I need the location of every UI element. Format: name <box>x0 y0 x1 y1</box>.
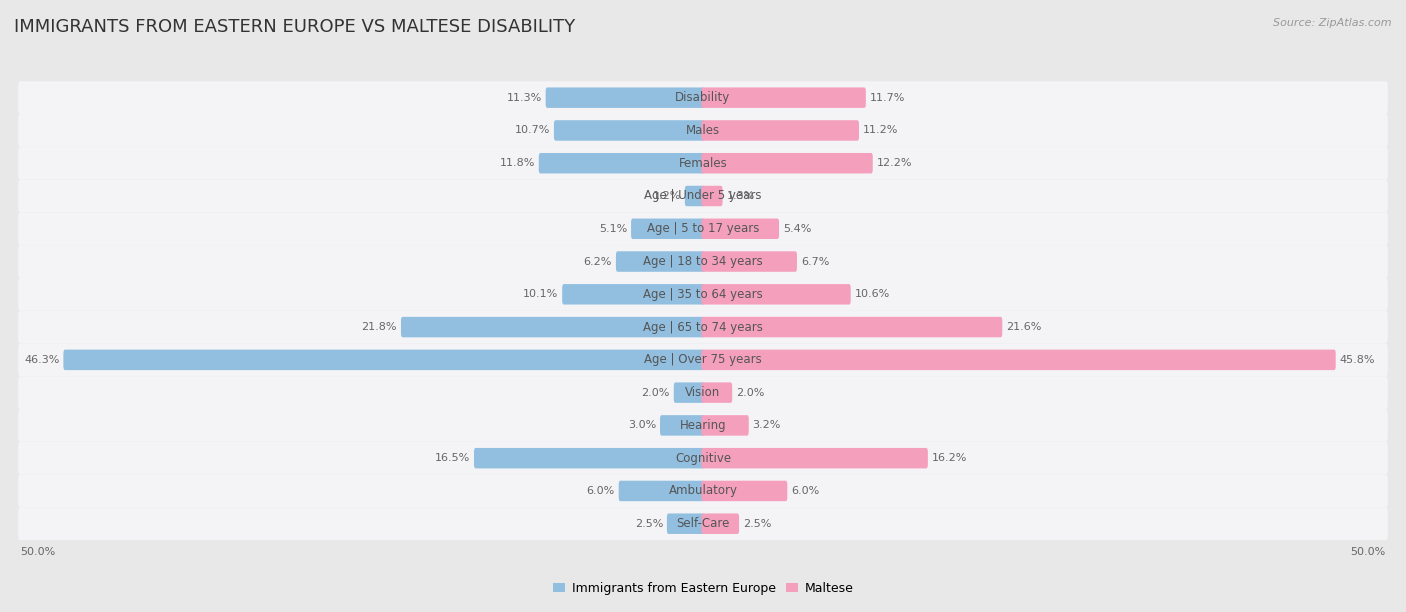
Text: 3.2%: 3.2% <box>752 420 780 430</box>
FancyBboxPatch shape <box>401 317 704 337</box>
Legend: Immigrants from Eastern Europe, Maltese: Immigrants from Eastern Europe, Maltese <box>548 577 858 600</box>
Text: 10.7%: 10.7% <box>515 125 550 135</box>
Text: Age | Over 75 years: Age | Over 75 years <box>644 353 762 367</box>
FancyBboxPatch shape <box>616 252 704 272</box>
FancyBboxPatch shape <box>702 317 1002 337</box>
Text: 50.0%: 50.0% <box>1351 547 1386 556</box>
Text: 10.1%: 10.1% <box>523 289 558 299</box>
FancyBboxPatch shape <box>685 186 704 206</box>
FancyBboxPatch shape <box>546 88 704 108</box>
FancyBboxPatch shape <box>18 343 1388 376</box>
FancyBboxPatch shape <box>474 448 704 468</box>
Text: 16.5%: 16.5% <box>434 453 470 463</box>
Text: 11.7%: 11.7% <box>870 92 905 103</box>
Text: 10.6%: 10.6% <box>855 289 890 299</box>
FancyBboxPatch shape <box>18 278 1388 311</box>
FancyBboxPatch shape <box>702 186 723 206</box>
Text: Cognitive: Cognitive <box>675 452 731 465</box>
FancyBboxPatch shape <box>18 376 1388 409</box>
FancyBboxPatch shape <box>18 245 1388 278</box>
FancyBboxPatch shape <box>631 218 704 239</box>
Text: 1.2%: 1.2% <box>652 191 681 201</box>
FancyBboxPatch shape <box>702 349 1336 370</box>
FancyBboxPatch shape <box>659 415 704 436</box>
Text: Age | 18 to 34 years: Age | 18 to 34 years <box>643 255 763 268</box>
Text: Disability: Disability <box>675 91 731 104</box>
Text: Males: Males <box>686 124 720 137</box>
Text: 2.5%: 2.5% <box>742 519 772 529</box>
FancyBboxPatch shape <box>702 480 787 501</box>
Text: 11.8%: 11.8% <box>499 159 534 168</box>
FancyBboxPatch shape <box>619 480 704 501</box>
FancyBboxPatch shape <box>18 179 1388 212</box>
Text: Females: Females <box>679 157 727 170</box>
FancyBboxPatch shape <box>673 382 704 403</box>
FancyBboxPatch shape <box>18 474 1388 507</box>
Text: 2.0%: 2.0% <box>737 387 765 398</box>
FancyBboxPatch shape <box>538 153 704 173</box>
FancyBboxPatch shape <box>554 120 704 141</box>
Text: 2.5%: 2.5% <box>634 519 664 529</box>
Text: 46.3%: 46.3% <box>24 355 59 365</box>
Text: Age | 65 to 74 years: Age | 65 to 74 years <box>643 321 763 334</box>
Text: 21.8%: 21.8% <box>361 322 396 332</box>
Text: 6.7%: 6.7% <box>801 256 830 267</box>
FancyBboxPatch shape <box>63 349 704 370</box>
Text: Source: ZipAtlas.com: Source: ZipAtlas.com <box>1274 18 1392 28</box>
Text: 11.2%: 11.2% <box>863 125 898 135</box>
Text: Vision: Vision <box>685 386 721 399</box>
Text: 11.3%: 11.3% <box>506 92 541 103</box>
Text: 5.4%: 5.4% <box>783 224 811 234</box>
Text: 50.0%: 50.0% <box>20 547 55 556</box>
FancyBboxPatch shape <box>18 507 1388 540</box>
Text: 2.0%: 2.0% <box>641 387 669 398</box>
FancyBboxPatch shape <box>702 120 859 141</box>
Text: Age | Under 5 years: Age | Under 5 years <box>644 190 762 203</box>
Text: 5.1%: 5.1% <box>599 224 627 234</box>
FancyBboxPatch shape <box>18 442 1388 474</box>
Text: 3.0%: 3.0% <box>628 420 657 430</box>
FancyBboxPatch shape <box>702 88 866 108</box>
Text: Hearing: Hearing <box>679 419 727 432</box>
FancyBboxPatch shape <box>702 382 733 403</box>
Text: 45.8%: 45.8% <box>1340 355 1375 365</box>
FancyBboxPatch shape <box>702 252 797 272</box>
Text: 1.3%: 1.3% <box>727 191 755 201</box>
FancyBboxPatch shape <box>702 415 749 436</box>
Text: 6.0%: 6.0% <box>792 486 820 496</box>
Text: Ambulatory: Ambulatory <box>668 485 738 498</box>
Text: Age | 5 to 17 years: Age | 5 to 17 years <box>647 222 759 235</box>
Text: Self-Care: Self-Care <box>676 517 730 530</box>
FancyBboxPatch shape <box>562 284 704 305</box>
FancyBboxPatch shape <box>18 311 1388 343</box>
FancyBboxPatch shape <box>702 284 851 305</box>
FancyBboxPatch shape <box>18 212 1388 245</box>
FancyBboxPatch shape <box>702 513 740 534</box>
Text: 12.2%: 12.2% <box>876 159 912 168</box>
Text: 16.2%: 16.2% <box>932 453 967 463</box>
Text: Age | 35 to 64 years: Age | 35 to 64 years <box>643 288 763 301</box>
FancyBboxPatch shape <box>702 218 779 239</box>
Text: 6.0%: 6.0% <box>586 486 614 496</box>
FancyBboxPatch shape <box>666 513 704 534</box>
Text: 6.2%: 6.2% <box>583 256 612 267</box>
FancyBboxPatch shape <box>18 114 1388 147</box>
FancyBboxPatch shape <box>18 147 1388 179</box>
Text: IMMIGRANTS FROM EASTERN EUROPE VS MALTESE DISABILITY: IMMIGRANTS FROM EASTERN EUROPE VS MALTES… <box>14 18 575 36</box>
FancyBboxPatch shape <box>18 81 1388 114</box>
Text: 21.6%: 21.6% <box>1007 322 1042 332</box>
FancyBboxPatch shape <box>702 448 928 468</box>
FancyBboxPatch shape <box>18 409 1388 442</box>
FancyBboxPatch shape <box>702 153 873 173</box>
